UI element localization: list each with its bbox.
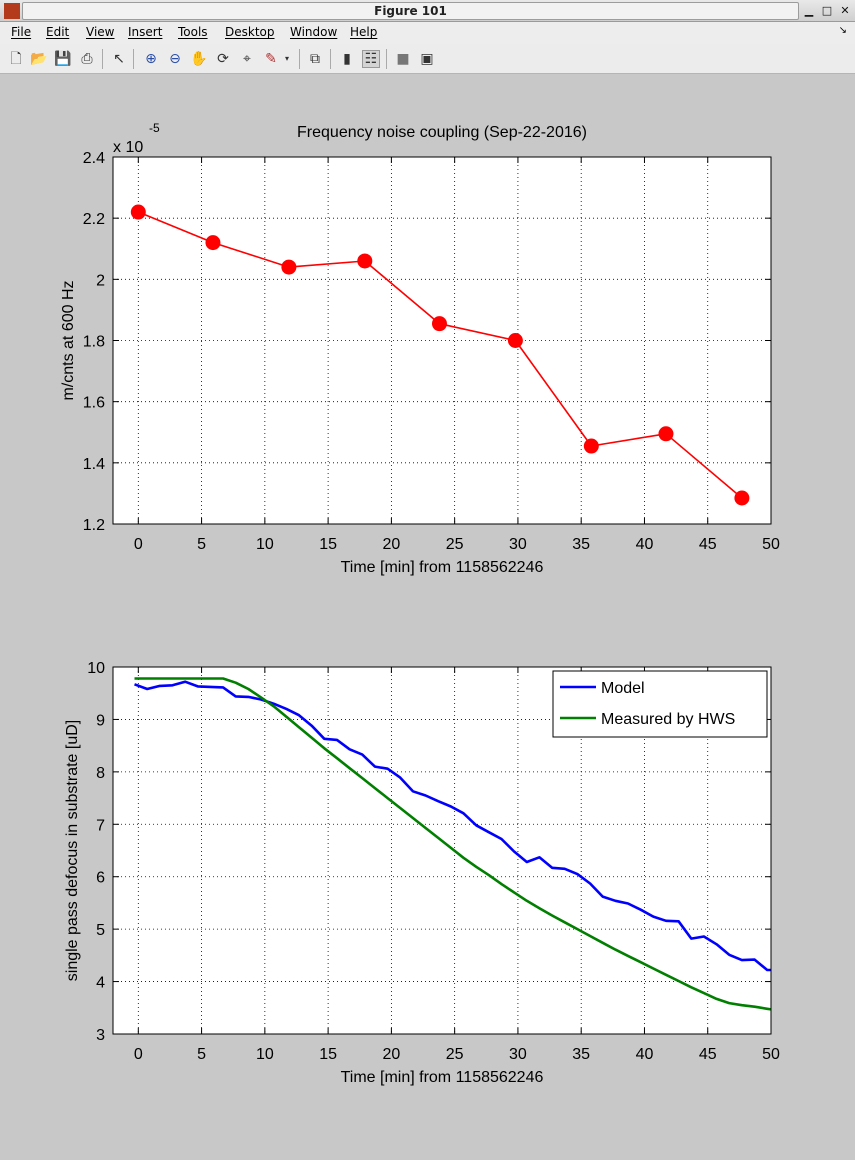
x-tick-label: 10 [256, 536, 274, 553]
show-plot-tools-icon[interactable]: ▣ [420, 51, 434, 67]
y-axis-label: m/cnts at 600 Hz [60, 280, 77, 400]
matlab-figure-icon [4, 3, 20, 19]
minimize-icon[interactable]: ▁ [804, 4, 814, 17]
x-tick-label: 15 [319, 1046, 337, 1063]
y-tick-label: 10 [87, 660, 105, 677]
y-tick-label: 1.2 [83, 517, 105, 534]
x-tick-label: 45 [699, 536, 717, 553]
x-tick-label: 30 [509, 1046, 527, 1063]
axes-frame [112, 156, 772, 525]
data-point [583, 438, 599, 454]
save-icon[interactable]: 💾 [54, 51, 72, 67]
menu-file[interactable]: File [11, 25, 32, 39]
menu-desktop[interactable]: Desktop [225, 25, 275, 39]
y-tick-label: 1.4 [83, 456, 105, 473]
x-tick-label: 25 [446, 536, 464, 553]
y-tick-label: 2 [96, 272, 105, 289]
window-titlebar: Figure 101 ▁ □ ✕ [0, 0, 855, 22]
colorbar-icon[interactable]: ▮ [343, 51, 351, 67]
x-tick-label: 45 [699, 1046, 717, 1063]
menu-view[interactable]: View [86, 25, 115, 39]
menu-insert[interactable]: Insert [128, 25, 163, 39]
x-tick-label: 40 [636, 1046, 654, 1063]
y-tick-label: 2.2 [83, 211, 105, 228]
y-tick-label: 9 [96, 712, 105, 729]
y-tick-label: 6 [96, 870, 105, 887]
y-tick-label: 1.8 [83, 334, 105, 351]
window-title: Figure 101 [22, 2, 799, 20]
open-file-icon[interactable]: 📂 [30, 51, 48, 67]
menu-window[interactable]: Window [290, 25, 338, 39]
x-tick-label: 50 [762, 1046, 780, 1063]
chart-title: Frequency noise coupling (Sep-22-2016) [297, 124, 587, 141]
pointer-icon[interactable]: ↖ [113, 51, 125, 67]
legend-icon[interactable]: ☷ [362, 50, 380, 68]
figure-canvas: 0 5 10 15 20 25 30 35 40 45 50 1.2 1.4 1.6 1.8 2 2.2 2.4 F… [3, 75, 852, 1156]
data-point [130, 204, 146, 220]
x-axis-label: Time [min] from 1158562246 [341, 559, 544, 576]
axes-frame [112, 666, 772, 1035]
y-exponent-value: -5 [149, 121, 160, 135]
brush-icon[interactable]: ✎ [265, 51, 277, 67]
series-line-0 [134, 680, 771, 972]
x-tick-label: 0 [134, 536, 143, 553]
zoom-in-icon[interactable]: ⊕ [145, 51, 157, 67]
y-tick-label: 7 [96, 817, 105, 834]
menu-bar: File Edit View Insert Tools Desktop Wind… [0, 22, 855, 44]
y-exponent-label: x 10 [113, 139, 143, 156]
series-line-1 [134, 677, 772, 1011]
link-plot-icon[interactable]: ⧉ [310, 51, 320, 67]
x-tick-label: 30 [509, 536, 527, 553]
y-tick-label: 8 [96, 765, 105, 782]
data-point [658, 426, 674, 442]
maximize-icon[interactable]: □ [821, 4, 833, 17]
figure-plots: 0 5 10 15 20 25 30 35 40 45 501.21.41.61.822.22.4F… [60, 121, 780, 1086]
menu-dock-icon[interactable]: ↘ [838, 25, 847, 36]
menu-tools[interactable]: Tools [178, 25, 208, 39]
x-tick-label: 35 [572, 1046, 590, 1063]
x-tick-label: 0 [134, 1046, 143, 1063]
x-tick-label: 50 [762, 536, 780, 553]
rotate-icon[interactable]: ⟳ [217, 51, 229, 67]
figure-toolbar: 🗋 📂 💾 ⎙ ↖ ⊕ ⊖ ✋ ⟳ ⌖ ✎ ▾ ⧉ ▮ ☷ ■ ▣ [0, 44, 855, 74]
x-tick-label: 40 [636, 536, 654, 553]
legend-box [552, 670, 768, 738]
y-tick-label: 5 [96, 922, 105, 939]
x-tick-label: 5 [197, 1046, 206, 1063]
legend-label: Model [601, 680, 645, 697]
y-tick-label: 1.6 [83, 395, 105, 412]
x-tick-label: 15 [319, 536, 337, 553]
y-axis-label: single pass defocus in substrate [uD] [64, 720, 81, 981]
menu-help[interactable]: Help [350, 25, 378, 39]
print-icon[interactable]: ⎙ [81, 51, 93, 67]
y-tick-label: 4 [96, 975, 105, 992]
x-tick-label: 25 [446, 1046, 464, 1063]
x-axis-label: Time [min] from 1158562246 [341, 1069, 544, 1086]
hide-plot-tools-icon[interactable]: ■ [396, 51, 410, 67]
data-point [507, 333, 523, 348]
zoom-out-icon[interactable]: ⊖ [169, 51, 181, 67]
data-point [431, 316, 447, 332]
close-icon[interactable]: ✕ [840, 4, 850, 17]
axes-frequency-noise[interactable]: 0 5 10 15 20 25 30 35 40 45 50 1.2 1.4 1.6 1.8 2 2.2 2.4 F… [60, 121, 780, 576]
data-point [357, 253, 373, 269]
x-tick-label: 20 [382, 536, 400, 553]
y-tick-label: 2.4 [83, 150, 105, 167]
brush-menu-icon[interactable]: ▾ [284, 54, 289, 63]
pan-icon[interactable]: ✋ [190, 51, 208, 67]
x-tick-label: 35 [572, 536, 590, 553]
x-tick-label: 5 [197, 536, 206, 553]
legend[interactable]: Model Measured by HWS [552, 670, 768, 738]
data-point [281, 259, 297, 275]
data-cursor-icon[interactable]: ⌖ [243, 51, 251, 67]
data-point [205, 235, 221, 251]
y-tick-label: 3 [96, 1027, 105, 1044]
x-tick-label: 10 [256, 1046, 274, 1063]
data-point [734, 490, 750, 506]
legend-label: Measured by HWS [601, 711, 735, 728]
new-figure-icon[interactable]: 🗋 [10, 51, 22, 67]
menu-edit[interactable]: Edit [46, 25, 70, 39]
x-tick-label: 20 [382, 1046, 400, 1063]
